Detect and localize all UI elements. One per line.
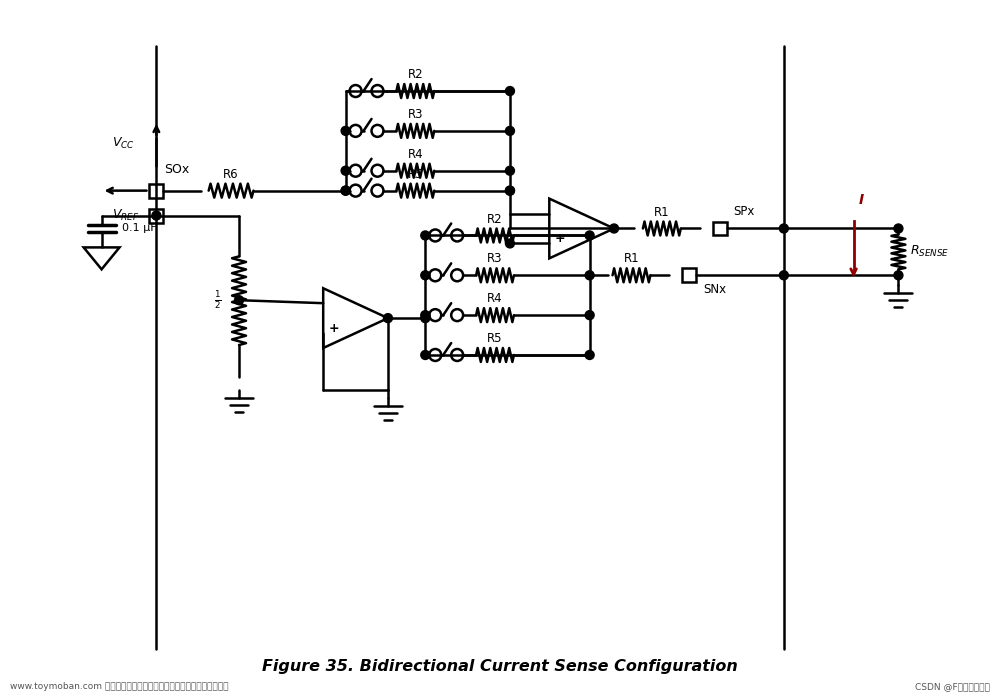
Circle shape	[152, 211, 161, 220]
Text: $\frac{1}{2}$: $\frac{1}{2}$	[214, 289, 221, 312]
Text: R2: R2	[408, 68, 423, 81]
Circle shape	[779, 224, 788, 233]
Text: R6: R6	[223, 168, 239, 181]
Bar	[149, 209, 163, 223]
Text: R1: R1	[624, 252, 639, 265]
Circle shape	[779, 271, 788, 280]
Circle shape	[585, 311, 594, 320]
Circle shape	[341, 166, 350, 175]
Text: R2: R2	[487, 213, 503, 225]
Text: +: +	[329, 321, 339, 335]
Text: $R_{SENSE}$: $R_{SENSE}$	[910, 244, 950, 260]
Text: R5: R5	[408, 168, 423, 181]
Circle shape	[505, 87, 514, 95]
Text: R1: R1	[654, 206, 670, 218]
Text: SPx: SPx	[734, 204, 755, 218]
Circle shape	[421, 351, 430, 360]
Text: +: +	[555, 232, 566, 245]
Circle shape	[505, 166, 514, 175]
Circle shape	[894, 224, 903, 233]
Circle shape	[341, 186, 350, 195]
Circle shape	[610, 224, 619, 233]
Circle shape	[505, 239, 514, 248]
Text: $V_{CC}$: $V_{CC}$	[112, 136, 134, 151]
Circle shape	[585, 271, 594, 280]
Bar	[682, 268, 696, 282]
Circle shape	[894, 271, 903, 280]
Circle shape	[421, 271, 430, 280]
Circle shape	[341, 127, 350, 135]
Text: www.toymoban.com 网络图片仅供展示，非许销，如有侵权请联系删除。: www.toymoban.com 网络图片仅供展示，非许销，如有侵权请联系删除。	[10, 682, 228, 691]
Text: R3: R3	[408, 108, 423, 121]
Circle shape	[421, 231, 430, 240]
Text: R4: R4	[408, 148, 423, 161]
Circle shape	[421, 314, 430, 323]
Text: I: I	[859, 193, 864, 206]
Circle shape	[585, 351, 594, 360]
Circle shape	[505, 186, 514, 195]
Circle shape	[505, 186, 514, 195]
Bar	[713, 221, 727, 235]
Text: R5: R5	[487, 332, 503, 345]
Text: CSDN @F菌的进阶之路: CSDN @F菌的进阶之路	[915, 682, 990, 691]
Bar	[149, 183, 163, 197]
Text: SNx: SNx	[703, 284, 726, 296]
Text: Figure 35. Bidirectional Current Sense Configuration: Figure 35. Bidirectional Current Sense C…	[262, 659, 738, 674]
Circle shape	[505, 127, 514, 135]
Circle shape	[383, 314, 392, 323]
Circle shape	[585, 231, 594, 240]
Circle shape	[341, 186, 350, 195]
Text: R4: R4	[487, 292, 503, 305]
Circle shape	[421, 311, 430, 320]
Circle shape	[235, 295, 244, 304]
Text: R3: R3	[487, 252, 503, 265]
Text: SOx: SOx	[164, 162, 190, 176]
Text: $V_{REF}$: $V_{REF}$	[112, 208, 139, 223]
Text: 0.1 μF: 0.1 μF	[122, 223, 156, 234]
